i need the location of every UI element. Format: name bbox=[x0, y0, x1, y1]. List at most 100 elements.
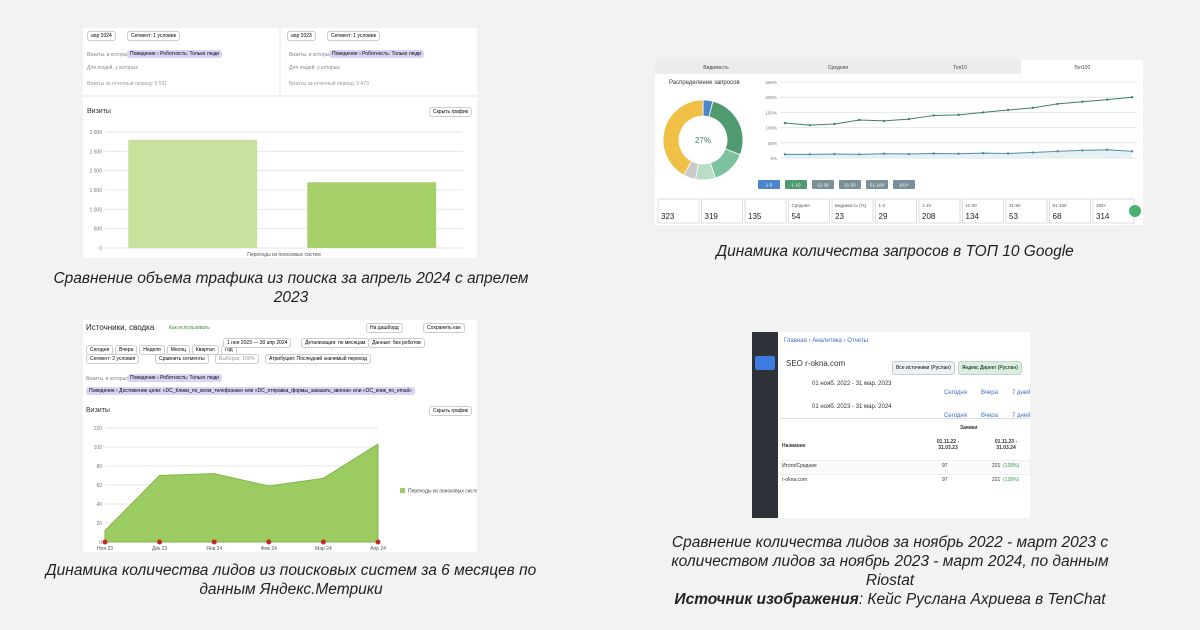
detail[interactable]: Детализация: по месяцам bbox=[301, 338, 370, 348]
table: Заявки Название 01.11.22 - 31.03.23 01.1… bbox=[780, 418, 1030, 518]
segment-chip[interactable]: Сегмент: 1 условие bbox=[327, 31, 381, 41]
crumb[interactable]: Главная bbox=[784, 338, 807, 344]
y-tick-label: 120 bbox=[94, 426, 103, 432]
range-label: 1-10 bbox=[791, 183, 801, 188]
chip[interactable]: Все источники (Руслан) bbox=[892, 361, 955, 375]
date[interactable]: 01 нояб. 2023 - 31 мар. 2024 bbox=[812, 404, 892, 410]
stat-box bbox=[1049, 198, 1091, 224]
range-button[interactable] bbox=[758, 180, 780, 189]
hide-button[interactable]: Скрыть график bbox=[429, 406, 472, 416]
save-button[interactable]: Сохранить как bbox=[423, 323, 465, 333]
cell-change: (128%) bbox=[1003, 463, 1020, 469]
y-tick-label: 40 bbox=[96, 502, 102, 508]
crumb[interactable]: Аналитика bbox=[812, 338, 842, 344]
point bbox=[932, 152, 935, 155]
tab[interactable]: Топ100 bbox=[1074, 65, 1091, 71]
chip[interactable]: Яндекс Директ (Руслан) bbox=[957, 361, 1022, 375]
row-name: r-okna.com bbox=[782, 477, 808, 483]
period-button[interactable]: Неделя bbox=[139, 345, 165, 355]
stat-value: 29 bbox=[879, 212, 888, 221]
tab[interactable]: Видимость bbox=[703, 65, 729, 71]
quick-link[interactable]: Вчера bbox=[981, 390, 998, 396]
range-label: 11-30 bbox=[817, 183, 829, 188]
period-button[interactable]: Квартал bbox=[191, 345, 219, 355]
period-button[interactable]: Сегодня bbox=[86, 345, 114, 355]
expand-button[interactable] bbox=[1129, 205, 1141, 217]
y-tick-label: 250% bbox=[765, 80, 777, 85]
point bbox=[1056, 102, 1059, 106]
area bbox=[104, 443, 379, 543]
period-buttons: Сегодня Вчера Неделя Месяц Квартал Год bbox=[86, 338, 239, 356]
sidebar-active[interactable] bbox=[755, 356, 775, 370]
howto-link[interactable]: Как использовать bbox=[169, 325, 210, 331]
date-chip[interactable]: апр 2023 bbox=[287, 31, 316, 41]
stat-label: 1-3 bbox=[879, 203, 886, 208]
point bbox=[1130, 96, 1134, 99]
point bbox=[858, 118, 861, 122]
donut-slice bbox=[662, 99, 704, 176]
stat-label: Видимость (%) bbox=[835, 203, 867, 208]
period-button[interactable]: Вчера bbox=[115, 345, 138, 355]
sample[interactable]: Выборка: 100% bbox=[215, 354, 259, 364]
y-tick-label: 500 bbox=[94, 227, 103, 233]
range-button[interactable] bbox=[812, 180, 834, 189]
col: 01.11.22 - 31.03.23 bbox=[936, 439, 960, 451]
point bbox=[907, 117, 911, 121]
quick-link[interactable]: Сегодня bbox=[944, 413, 967, 419]
range[interactable]: 1 ноя 2023 — 30 апр 2024 bbox=[223, 338, 292, 348]
robots[interactable]: Данные: без роботов bbox=[368, 338, 425, 348]
point bbox=[783, 153, 787, 156]
compare[interactable]: Сравнить сегменты bbox=[155, 354, 209, 364]
segment[interactable]: Сегмент: 2 условия bbox=[86, 354, 140, 364]
condition: Поведение › Роботность: Только люди bbox=[329, 50, 425, 58]
line bbox=[784, 96, 1133, 126]
y-tick-label: 100% bbox=[765, 126, 777, 131]
point bbox=[957, 152, 960, 155]
period-button[interactable]: Год bbox=[220, 345, 237, 355]
quick: Сегодня Вчера 7 дней bbox=[944, 381, 1030, 399]
attribution[interactable]: Атрибуция: Последний значимый переход bbox=[265, 354, 371, 364]
date-chip[interactable]: апр 2024 bbox=[87, 31, 116, 41]
row-bg bbox=[780, 460, 1030, 473]
cell-change: (128%) bbox=[1003, 477, 1020, 483]
label: Визиты, в которых bbox=[87, 52, 130, 58]
dashboard-button[interactable]: На дашборд bbox=[366, 323, 403, 333]
date[interactable]: 01 нояб. 2022 - 31 мар. 2023 bbox=[812, 381, 892, 387]
range-button[interactable] bbox=[785, 180, 807, 189]
stat-box bbox=[918, 198, 961, 224]
label: Визиты, в которых bbox=[86, 376, 129, 382]
tab[interactable]: Средняя bbox=[828, 65, 848, 71]
point bbox=[1081, 149, 1084, 152]
caption: Сравнение объема трафика из поиска за ап… bbox=[53, 270, 529, 306]
point bbox=[783, 121, 787, 125]
point bbox=[1106, 148, 1109, 151]
top10-chart: Видимость Средняя Топ10 Топ100 27% 0% 50% 100% 1… bbox=[655, 60, 1141, 224]
range-button[interactable] bbox=[893, 180, 915, 189]
stat-box bbox=[831, 198, 874, 224]
y-tick-label: 1 000 bbox=[89, 207, 102, 213]
tab[interactable]: Топ10 bbox=[953, 65, 967, 71]
point bbox=[982, 111, 985, 114]
stat-box bbox=[962, 198, 1004, 224]
segment-chip[interactable]: Сегмент: 1 условие bbox=[127, 31, 181, 41]
period-button[interactable]: Месяц bbox=[166, 345, 190, 355]
donut-title: Распределение запросов bbox=[669, 80, 740, 86]
y-tick-label: 0 bbox=[99, 246, 102, 252]
hide-button[interactable]: Скрыть график bbox=[429, 107, 472, 117]
quick-link[interactable]: 7 дней bbox=[1011, 413, 1030, 419]
y-tick-label: 1 500 bbox=[89, 188, 102, 194]
metric: Визиты bbox=[87, 108, 111, 115]
project[interactable]: SEO r-okna.com bbox=[786, 359, 846, 368]
range-button[interactable] bbox=[866, 180, 888, 189]
point bbox=[1006, 108, 1010, 112]
stat-value: 323 bbox=[661, 212, 675, 221]
legend-label: Переходы из поисковых систем bbox=[408, 489, 477, 495]
quick-link[interactable]: Сегодня bbox=[944, 390, 967, 396]
range-button[interactable] bbox=[839, 180, 861, 189]
stat-label: 100+ bbox=[1096, 203, 1107, 208]
crumb[interactable]: Отчеты bbox=[847, 338, 868, 344]
quick-link[interactable]: Вчера bbox=[981, 413, 998, 419]
condition: Поведение › Роботность: Только люди bbox=[127, 50, 223, 58]
quick-link[interactable]: 7 дней bbox=[1011, 390, 1030, 396]
